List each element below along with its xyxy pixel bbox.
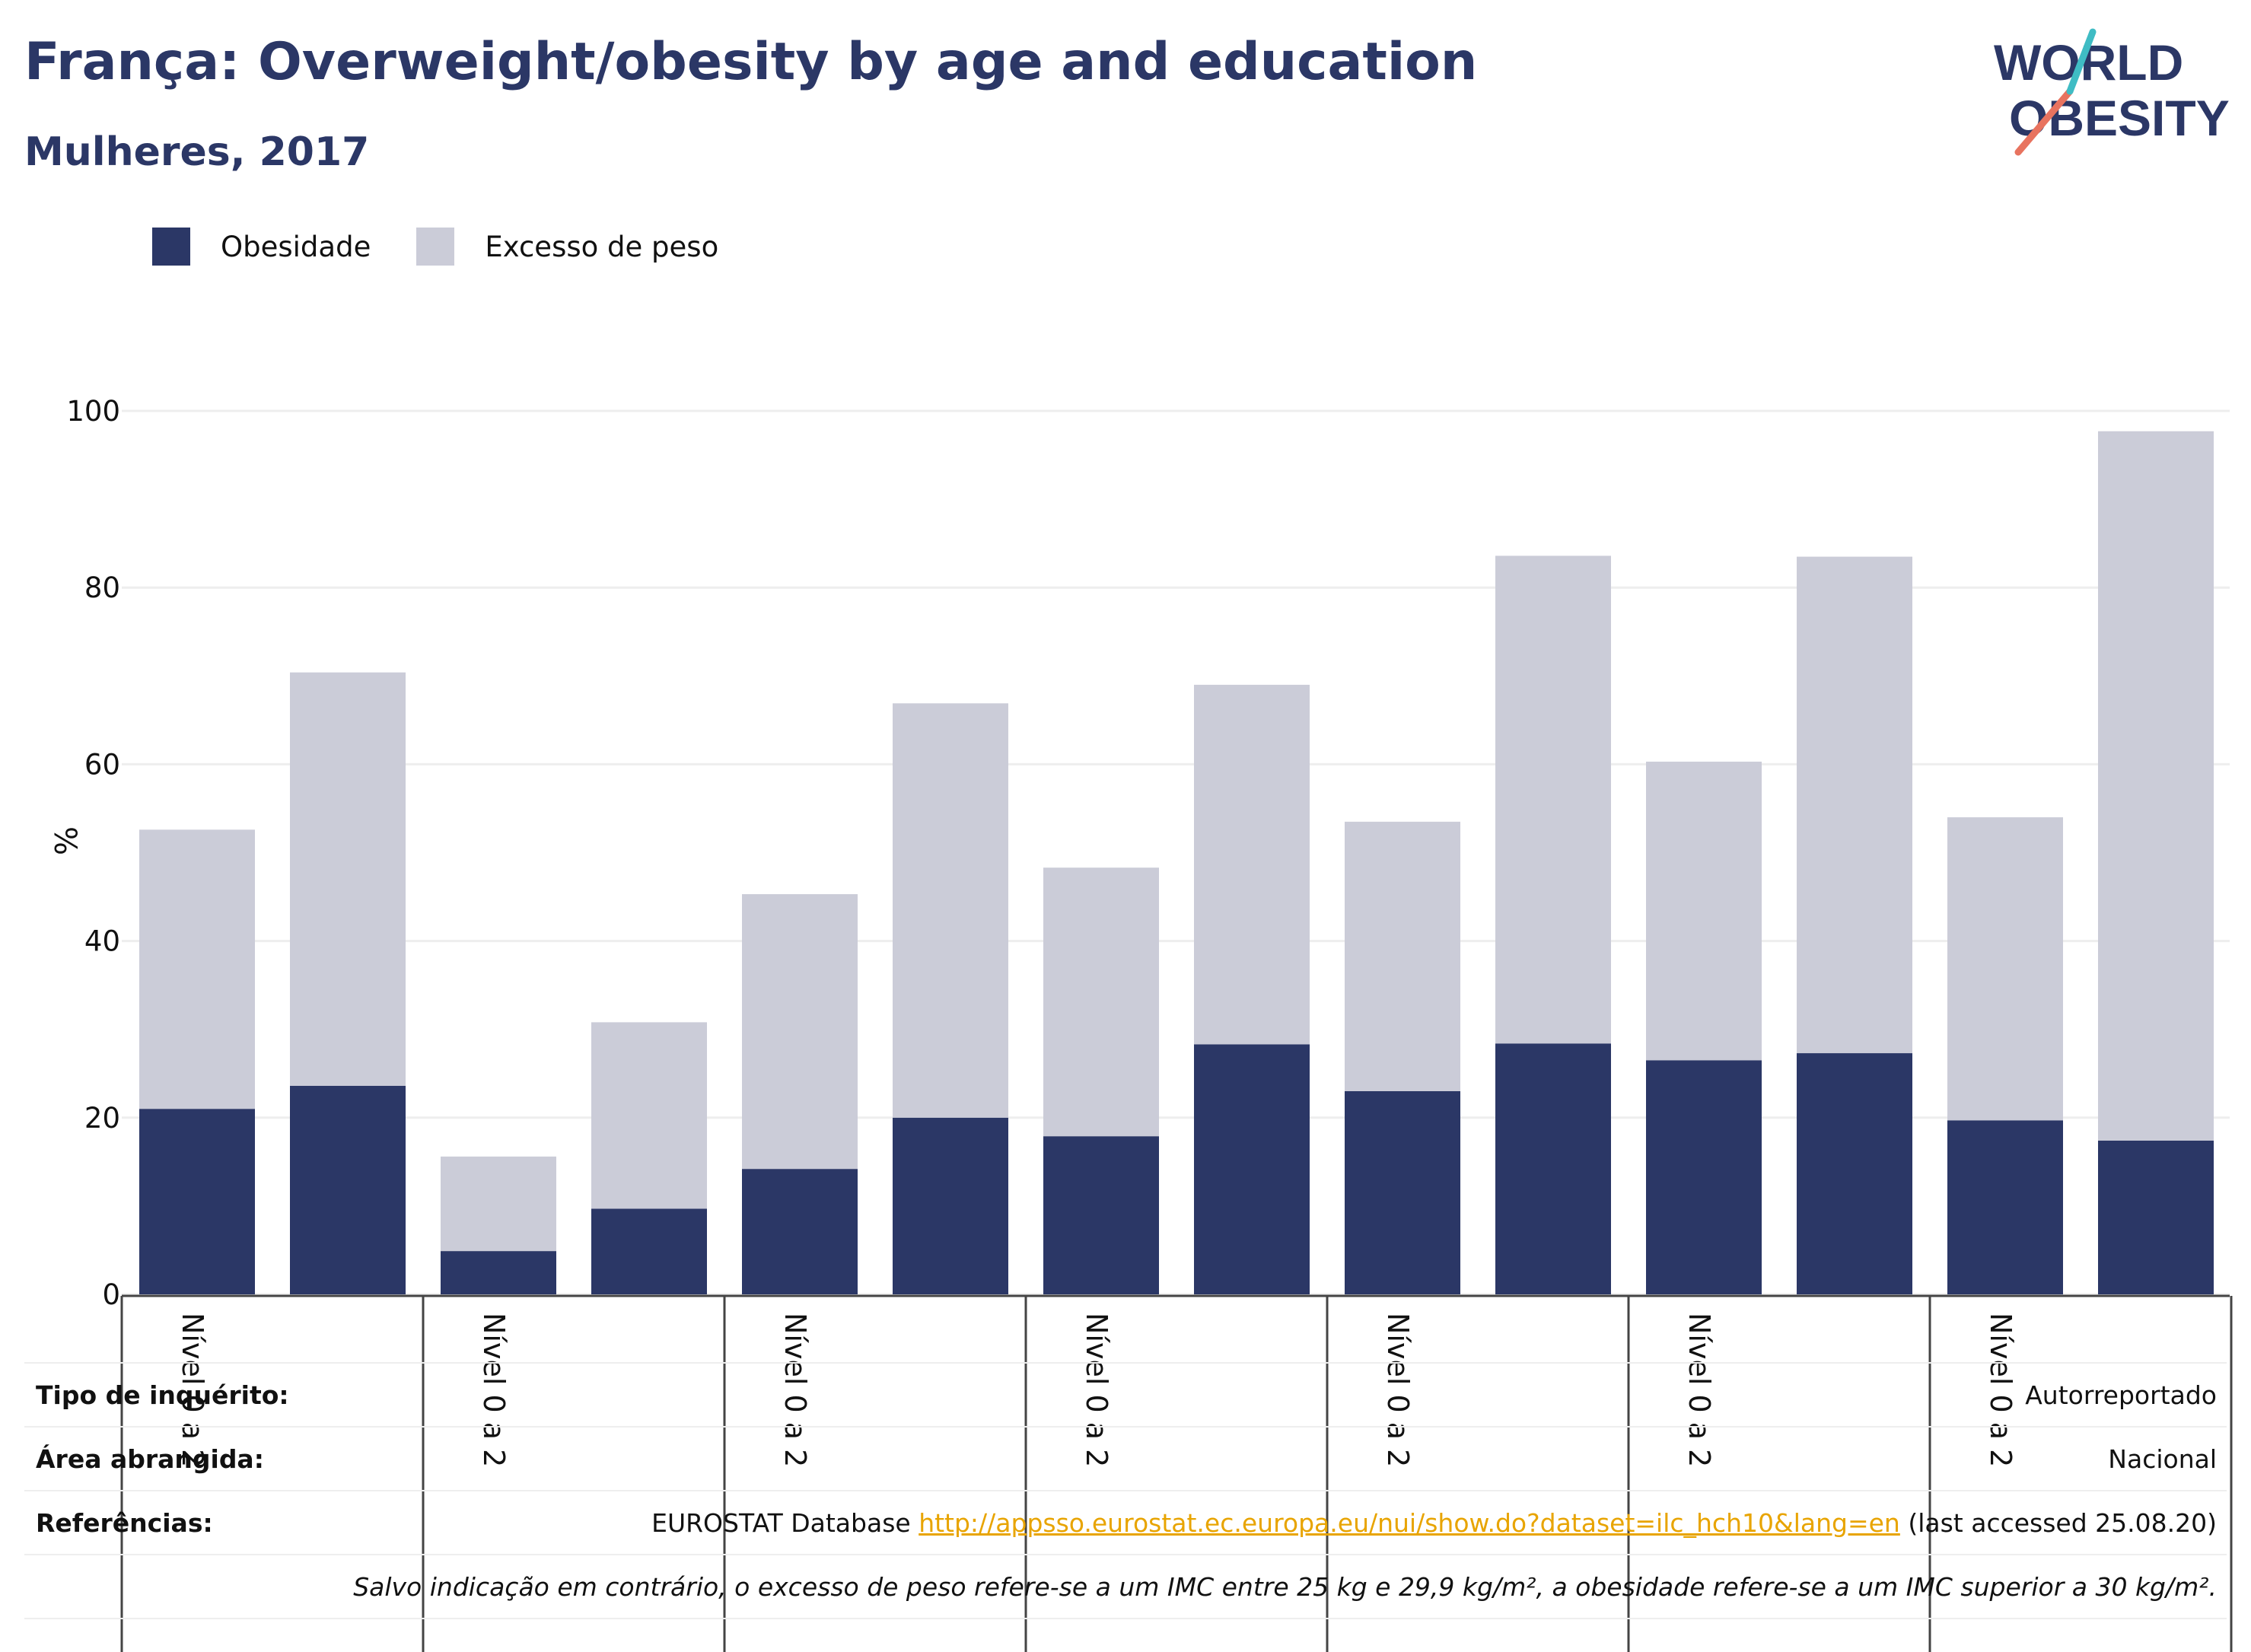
- area-value: Nacional: [2108, 1444, 2217, 1474]
- bar-excesso-de-peso: [591, 1022, 707, 1209]
- footer-divider: [24, 1490, 2227, 1491]
- legend-item-obesidade: Obesidade: [152, 228, 371, 266]
- bar-excesso-de-peso: [290, 672, 406, 1087]
- survey-type-value: Autorreportado: [2025, 1380, 2217, 1410]
- x-group-label: Nível 0 a 2: [176, 1313, 209, 1467]
- footer-divider: [24, 1618, 2227, 1619]
- bar-obesidade: [441, 1251, 556, 1294]
- footer-row-note: Salvo indicação em contrário, o excesso …: [0, 1555, 2251, 1618]
- bar-excesso-de-peso: [893, 703, 1008, 1118]
- bar-excesso-de-peso: [441, 1156, 556, 1252]
- x-group-label: Nível 0 a 2: [1080, 1313, 1113, 1467]
- bar-obesidade: [1646, 1060, 1762, 1294]
- x-group-label: Nível 0 a 2: [1381, 1313, 1415, 1467]
- bar-obesidade: [591, 1208, 707, 1294]
- survey-type-label: Tipo de inquérito:: [36, 1380, 289, 1410]
- bar-excesso-de-peso: [2098, 431, 2214, 1141]
- footer-divider: [24, 1554, 2227, 1555]
- bar-excesso-de-peso: [742, 894, 858, 1170]
- chart-title: França: Overweight/obesity by age and ed…: [24, 32, 1478, 92]
- x-group-label: Nível 0 a 2: [778, 1313, 812, 1467]
- references-accessed: (last accessed 25.08.20): [1899, 1507, 2217, 1538]
- y-tick-label: 0: [102, 1278, 120, 1311]
- area-label: Área abrangida:: [36, 1444, 264, 1474]
- bar-obesidade: [139, 1109, 255, 1294]
- legend-label-obesidade: Obesidade: [221, 230, 371, 263]
- bar-obesidade: [1345, 1090, 1460, 1294]
- footer-divider: [24, 1426, 2227, 1428]
- bar-excesso-de-peso: [139, 829, 255, 1109]
- bar-obesidade: [1043, 1136, 1159, 1294]
- bar-excesso-de-peso: [1947, 817, 2063, 1121]
- x-group-label: Nível 0 a 2: [477, 1313, 511, 1467]
- legend-label-excesso-de-peso: Excesso de peso: [485, 230, 719, 263]
- references-label: Referências:: [36, 1507, 213, 1538]
- bar-obesidade: [290, 1086, 406, 1294]
- footer-row-references: Referências: EUROSTAT Database http://ap…: [0, 1491, 2251, 1554]
- x-group-label: Nível 0 a 2: [1984, 1313, 2017, 1467]
- bar-excesso-de-peso: [1495, 555, 1611, 1044]
- bar-excesso-de-peso: [1194, 684, 1310, 1045]
- footer-row-area: Área abrangida: Nacional: [0, 1428, 2251, 1490]
- legend-swatch-excesso-de-peso: [416, 228, 455, 266]
- legend-swatch-obesidade: [152, 228, 190, 266]
- legend-item-excesso-de-peso: Excesso de peso: [416, 228, 718, 266]
- bar-excesso-de-peso: [1797, 556, 1912, 1054]
- y-tick-label: 60: [84, 748, 120, 781]
- references-source: EUROSTAT Database: [651, 1507, 919, 1538]
- definition-note: Salvo indicação em contrário, o excesso …: [353, 1571, 2217, 1602]
- bar-obesidade: [742, 1169, 858, 1294]
- bar-obesidade: [1947, 1120, 2063, 1294]
- bar-obesidade: [1495, 1043, 1611, 1294]
- chart-subtitle: Mulheres, 2017: [24, 129, 370, 175]
- bar-excesso-de-peso: [1646, 761, 1762, 1061]
- bar-obesidade: [893, 1117, 1008, 1294]
- y-tick-label: 100: [66, 395, 120, 428]
- references-link[interactable]: http://appsso.eurostat.ec.europa.eu/nui/…: [919, 1507, 1900, 1538]
- y-tick-label: 40: [84, 925, 120, 958]
- bar-excesso-de-peso: [1043, 867, 1159, 1137]
- chart-legend: Obesidade Excesso de peso: [152, 227, 764, 266]
- y-axis-label: %: [47, 826, 82, 855]
- bar-obesidade: [2098, 1140, 2214, 1294]
- footer-row-survey: Tipo de inquérito: Autorreportado: [0, 1364, 2251, 1426]
- world-obesity-logo: WORLD OBESITY: [1994, 28, 2230, 156]
- bar-obesidade: [1797, 1053, 1912, 1294]
- bar-excesso-de-peso: [1345, 821, 1460, 1091]
- references-value: EUROSTAT Database http://appsso.eurostat…: [651, 1508, 2217, 1538]
- bar-obesidade: [1194, 1044, 1310, 1294]
- y-tick-label: 80: [84, 571, 120, 604]
- x-group-label: Nível 0 a 2: [1683, 1313, 1716, 1467]
- footer-divider: [24, 1362, 2227, 1364]
- y-tick-label: 20: [84, 1102, 120, 1135]
